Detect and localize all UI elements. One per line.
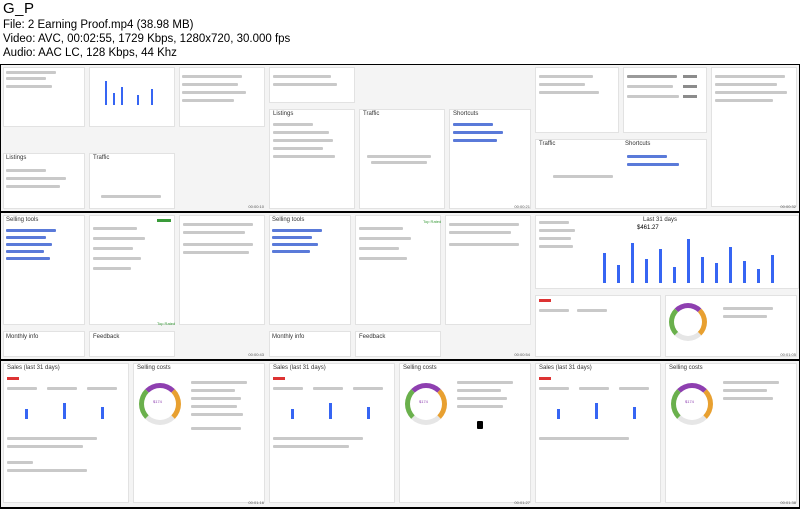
info-header: G_P File: 2 Earning Proof.mp4 (38.98 MB)… <box>0 0 800 64</box>
thumbnail-label: Last 31 days <box>643 217 678 223</box>
thumbnail-label: Shortcuts <box>453 111 479 117</box>
audio-info: Audio: AAC LC, 128 Kbps, 44 Khz <box>3 47 177 59</box>
thumbnail-9[interactable]: Sales (last 31 days) Selling costs $174 … <box>533 361 799 507</box>
thumbnail-timestamp: 00:01:16 <box>248 500 264 505</box>
thumbnail-label: Top Rated <box>157 321 176 326</box>
thumbnail-timestamp: 00:00:43 <box>248 352 264 357</box>
thumbnail-label: Selling costs <box>669 365 703 371</box>
thumbnail-label: Selling costs <box>403 365 437 371</box>
thumbnail-timestamp: 00:00:54 <box>514 352 530 357</box>
thumbnail-label: Monthly info <box>6 334 39 340</box>
thumbnail-label: Shortcuts <box>625 141 651 147</box>
thumbnail-6[interactable]: Last 31 days $461.27 00:01:05 <box>533 213 799 359</box>
thumbnail-label: $174 <box>419 399 428 404</box>
thumbnail-label: Traffic <box>93 155 110 161</box>
thumbnail-label: Selling tools <box>272 217 305 223</box>
thumbnail-4[interactable]: Selling tools Monthly info Feedback Top … <box>1 213 267 359</box>
thumbnail-timestamp: 00:00:32 <box>780 204 796 209</box>
thumbnail-label: Selling tools <box>6 217 39 223</box>
thumbnail-timestamp: 00:01:27 <box>514 500 530 505</box>
thumbnail-5[interactable]: Selling tools Top Rated Monthly info Fee… <box>267 213 533 359</box>
thumbnail-label: Selling costs <box>137 365 171 371</box>
thumbnail-label: Monthly info <box>272 334 305 340</box>
thumbnail-timestamp: 00:00:21 <box>514 204 530 209</box>
thumbnail-label: Feedback <box>93 334 120 340</box>
thumbnail-label: Traffic <box>539 141 556 147</box>
thumbnail-1[interactable]: Listings Traffic 00:00:10 <box>1 65 267 211</box>
thumbnail-label: $174 <box>153 399 162 404</box>
thumbnail-label: Listings <box>6 155 27 161</box>
thumbnail-label: Listings <box>273 111 294 117</box>
thumbnail-8[interactable]: Sales (last 31 days) Selling costs $174 … <box>267 361 533 507</box>
thumbnail-label: Sales (last 31 days) <box>7 365 60 371</box>
file-info: File: 2 Earning Proof.mp4 (38.98 MB) <box>3 19 194 31</box>
thumbnail-grid: Listings Traffic 00:00:10 Listings Traff… <box>0 64 800 509</box>
thumbnail-label: Top Rated <box>423 219 442 224</box>
thumbnail-timestamp: 00:01:05 <box>780 352 796 357</box>
header-title: G_P <box>3 0 35 17</box>
thumbnail-timestamp: 00:00:10 <box>248 204 264 209</box>
thumbnail-label: Sales (last 31 days) <box>539 365 592 371</box>
thumbnail-label: Feedback <box>359 334 386 340</box>
video-info: Video: AVC, 00:02:55, 1729 Kbps, 1280x72… <box>3 33 291 45</box>
thumbnail-7[interactable]: Sales (last 31 days) Selling costs $174 … <box>1 361 267 507</box>
thumbnail-2[interactable]: Listings Traffic Shortcuts 00:00:21 <box>267 65 533 211</box>
thumbnail-label: Sales (last 31 days) <box>273 365 326 371</box>
thumbnail-label: Traffic <box>363 111 380 117</box>
thumbnail-label: $174 <box>685 399 694 404</box>
thumbnail-timestamp: 00:01:38 <box>780 500 796 505</box>
thumbnail-label: $461.27 <box>637 225 659 231</box>
thumbnail-3[interactable]: Traffic Shortcuts 00:00:32 <box>533 65 799 211</box>
